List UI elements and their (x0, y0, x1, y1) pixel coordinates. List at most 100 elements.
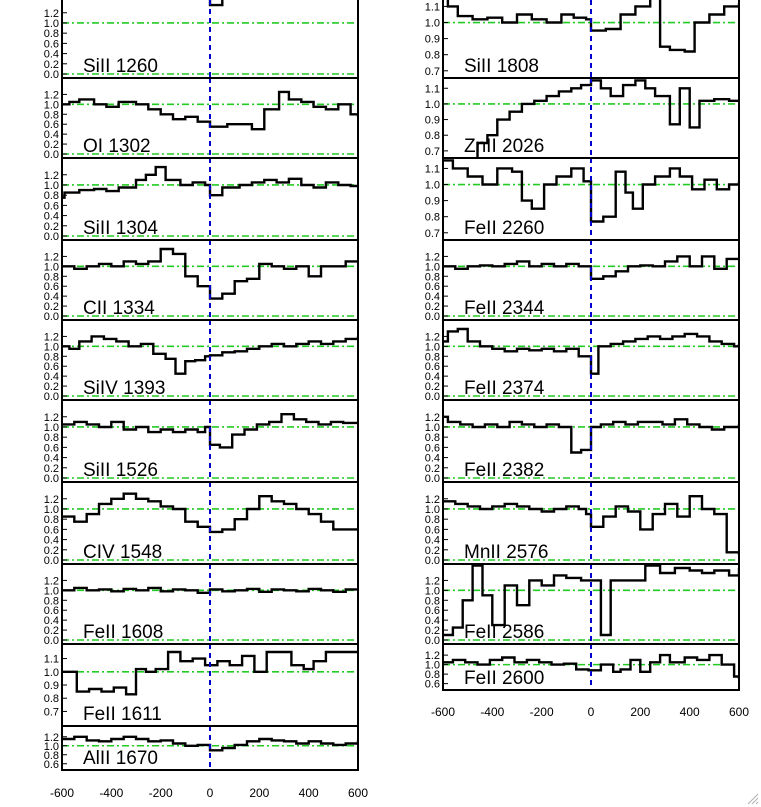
panel-frame (61, 725, 359, 771)
y-tick-label: 0.6 (44, 119, 59, 131)
transition-label: FeII 2260 (464, 218, 544, 239)
y-tick-label: 0.8 (425, 271, 440, 283)
x-tick-label: -600 (50, 786, 74, 800)
y-tick-label: 1.0 (44, 99, 59, 111)
y-tick-label: 0.4 (44, 129, 59, 141)
y-tick-label: 1.2 (425, 412, 440, 424)
y-tick-label: 1.1 (44, 654, 59, 666)
y-tick-label: 0.0 (425, 473, 440, 485)
y-tick-label: 0.2 (44, 59, 59, 71)
transition-label: FeII 2382 (464, 460, 544, 481)
y-tick-label: 0.4 (425, 615, 440, 627)
transition-label: FeII 1611 (83, 704, 162, 725)
y-tick-label: 0.0 (425, 635, 440, 647)
y-tick-label: 1.2 (44, 331, 59, 343)
y-tick-label: 0.8 (44, 109, 59, 121)
y-tick-label: 0.6 (44, 281, 59, 293)
y-tick-label: 0.2 (44, 545, 59, 557)
y-tick-label: 0.6 (425, 679, 440, 691)
x-tick-label: 400 (299, 786, 319, 800)
y-tick-label: 1.2 (44, 494, 59, 506)
x-axis-ticks: -600 -400 -200 0 200 400 600 (50, 786, 368, 800)
y-tick-label: 0.4 (425, 453, 440, 465)
y-tick-label: 0.8 (44, 595, 59, 607)
y-tick-label: 0.8 (44, 271, 59, 283)
spectrum-series (443, 653, 739, 679)
y-tick-label: 0.0 (425, 391, 440, 403)
spectrum-series (62, 247, 358, 300)
y-tick-label: 0.9 (425, 34, 440, 46)
y-tick-label: 0.6 (44, 759, 59, 771)
spectrum-panel: 0.00.20.40.60.81.01.2 OI 1302 (44, 77, 359, 161)
y-tick-label: 0.9 (44, 680, 59, 692)
y-tick-label: 1.0 (425, 660, 440, 672)
x-tick-label: 600 (729, 705, 749, 719)
y-tick-label: 1.2 (44, 89, 59, 101)
spectrum-series (461, 79, 739, 158)
x-tick-label: 200 (630, 705, 650, 719)
y-tick-label: 0.2 (44, 221, 59, 233)
y-tick-label: 0.8 (425, 669, 440, 681)
y-tick-label: 0.6 (425, 361, 440, 373)
y-tick-label: 0.2 (44, 625, 59, 637)
y-tick-label: 0.8 (44, 693, 59, 705)
y-tick-label: 0.4 (44, 211, 59, 223)
y-tick-label: 0.2 (44, 139, 59, 151)
spectrum-panel: 0.70.80.91.01.1 FeII 1611 (44, 643, 359, 727)
y-tick-label: 0.6 (425, 524, 440, 536)
y-tick-label: 0.4 (425, 291, 440, 303)
y-tick-label: 1.0 (425, 504, 440, 516)
window-resize-grip[interactable] (747, 793, 759, 805)
transition-label: MnII 2576 (464, 542, 549, 563)
y-tick-label: 0.8 (44, 190, 59, 202)
spectrum-panel: 0.7 0.8 0.9 1.0 1.1 ZnII 2026 (425, 77, 740, 159)
y-tick-label: 0.0 (44, 69, 59, 81)
spectrum-series (443, 327, 739, 375)
spectrum-panel: 0.00.20.40.60.81.01.2 SiIV 1393 (44, 319, 359, 403)
y-tick-label: 0.2 (44, 463, 59, 475)
y-tick-label: 1.0 (425, 422, 440, 434)
spectrum-panel: 0.00.20.40.60.81.01.2 FeII 1608 (44, 563, 359, 647)
y-tick-label: 1.0 (425, 99, 440, 111)
spectrum-panel: 0.00.20.40.60.81.01.2 CII 1334 (44, 239, 359, 323)
y-tick-label: 0.8 (425, 595, 440, 607)
y-tick-label: 0.2 (425, 381, 440, 393)
transition-label: FeII 2374 (464, 378, 545, 399)
spectrum-series (208, 0, 224, 7)
y-tick-label: 0.7 (425, 66, 440, 78)
spectrum-panel: 0.00.20.40.60.81.01.2 FeII 2382 (425, 399, 740, 485)
y-tick-label: 0.9 (425, 115, 440, 127)
y-tick-label: 1.2 (44, 8, 59, 20)
y-tick-label: 1.2 (44, 575, 59, 587)
y-tick-label: 0.8 (425, 130, 440, 142)
transition-label: SiII 1304 (83, 218, 158, 239)
spectrum-panel: 0.00.20.40.60.81.01.2 SiII 1260 (44, 0, 359, 81)
y-tick-label: 0.8 (425, 50, 440, 62)
y-tick-label: 1.2 (425, 575, 440, 587)
transition-label: SiII 1526 (83, 460, 158, 481)
y-tick-label: 0.6 (425, 281, 440, 293)
y-tick-label: 0.8 (44, 432, 59, 444)
y-tick-label: 1.0 (44, 341, 59, 353)
y-tick-label: 0.0 (44, 635, 59, 647)
y-tick-label: 0.0 (44, 231, 59, 243)
y-tick-label: 0.4 (44, 49, 59, 61)
y-tick-label: 0.6 (425, 442, 440, 454)
x-tick-label: -400 (480, 705, 504, 719)
spectrum-panel: 0.60.81.01.2 AlII 1670 (44, 725, 359, 771)
y-tick-label: 0.8 (44, 351, 59, 363)
y-tick-label: 1.0 (44, 180, 59, 192)
y-tick-label: 0.2 (425, 301, 440, 313)
y-tick-label: 1.2 (425, 650, 440, 662)
transition-label: CII 1334 (83, 298, 155, 319)
spectrum-panel: 0.60.81.01.2 FeII 2600 (425, 643, 740, 691)
transition-label: FeII 2600 (464, 668, 544, 689)
y-tick-label: 0.4 (44, 291, 59, 303)
y-tick-label: 1.0 (44, 667, 59, 679)
y-tick-label: 1.2 (425, 251, 440, 263)
spectrum-panel: 0.00.20.40.60.81.01.2 SiII 1526 (44, 399, 359, 485)
spectrum-series (443, 159, 739, 223)
y-tick-label: 0.7 (44, 706, 59, 718)
right-column-panels: 0.7 0.8 0.9 1.0 1.1 SiII 1808 0.7 0.8 0.9 1.0 1.1 Z… (425, 0, 749, 719)
transition-label: SiII 1808 (464, 56, 539, 77)
